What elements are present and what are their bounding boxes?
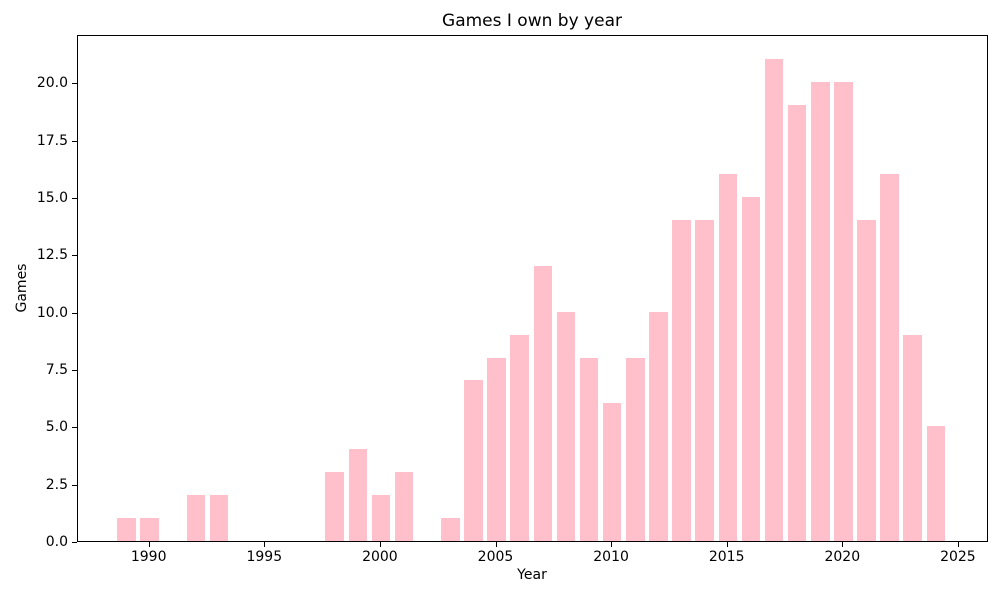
bar-2024 (926, 426, 946, 541)
bar-1989 (117, 518, 136, 541)
y-tick-mark-20.0 (72, 83, 77, 85)
x-tick-mark-1990 (148, 542, 150, 547)
bar-1992 (186, 495, 206, 541)
x-tick-label-1995: 1995 (246, 549, 283, 565)
x-tick-label-2010: 2010 (593, 549, 629, 565)
bar-2022 (880, 173, 899, 541)
bar-2000 (371, 495, 391, 541)
y-tick-mark-10.0 (72, 312, 77, 314)
y-tick-mark-5.0 (72, 427, 77, 429)
bar-2014 (695, 219, 714, 541)
bar-2008 (556, 311, 576, 541)
y-tick-label-5.0: 5.0 (45, 419, 68, 436)
x-tick-label-2005: 2005 (477, 549, 514, 565)
bar-2012 (649, 311, 668, 541)
bar-2009 (579, 357, 599, 541)
bar-2023 (903, 334, 922, 541)
y-tick-mark-15.0 (72, 197, 77, 199)
x-tick-label-1990: 1990 (130, 549, 167, 565)
bar-2004 (464, 380, 483, 541)
y-tick-mark-7.5 (72, 369, 77, 371)
bar-1998 (325, 472, 344, 541)
bar-2003 (441, 518, 460, 541)
bar-2017 (764, 59, 784, 541)
bar-1993 (209, 495, 229, 541)
x-tick-label-2025: 2025 (940, 549, 976, 565)
x-tick-mark-2015 (726, 542, 728, 547)
x-tick-mark-2000 (379, 542, 381, 547)
y-tick-label-17.5: 17.5 (36, 132, 68, 149)
y-tick-mark-12.5 (72, 255, 77, 257)
bar-2001 (394, 472, 414, 541)
y-tick-mark-2.5 (72, 484, 77, 486)
bar-2016 (741, 196, 761, 541)
x-tick-mark-2005 (495, 542, 497, 547)
x-tick-mark-2020 (842, 542, 844, 547)
y-tick-label-15.0: 15.0 (36, 189, 68, 206)
bar-1990 (140, 518, 159, 541)
x-tick-label-2000: 2000 (362, 549, 398, 565)
bar-2006 (510, 334, 529, 541)
y-tick-label-10.0: 10.0 (36, 304, 68, 321)
y-tick-label-12.5: 12.5 (36, 247, 68, 264)
bar-2019 (811, 82, 830, 541)
x-tick-label-2015: 2015 (708, 549, 745, 565)
y-tick-mark-17.5 (72, 140, 77, 142)
bar-2007 (533, 265, 552, 541)
plot-area (77, 35, 988, 542)
bar-2018 (787, 105, 807, 541)
bar-2015 (718, 173, 737, 541)
bar-2005 (487, 357, 506, 541)
chart-title: Games I own by year (442, 11, 622, 31)
x-tick-mark-1995 (264, 542, 266, 547)
bar-1999 (348, 449, 367, 541)
x-axis-label: Year (517, 567, 547, 583)
y-tick-label-20.0: 20.0 (36, 75, 68, 92)
y-tick-label-7.5: 7.5 (45, 361, 68, 378)
bar-2013 (672, 219, 691, 541)
bar-2021 (857, 219, 876, 541)
y-tick-label-0.0: 0.0 (45, 534, 68, 550)
bar-2020 (834, 82, 853, 541)
x-tick-label-2020: 2020 (824, 549, 861, 565)
y-tick-label-2.5: 2.5 (45, 476, 68, 493)
bar-2011 (626, 357, 645, 541)
x-tick-mark-2025 (957, 542, 959, 547)
y-tick-mark-0.0 (72, 542, 77, 543)
x-tick-mark-2010 (611, 542, 613, 547)
bar-2010 (602, 403, 622, 541)
